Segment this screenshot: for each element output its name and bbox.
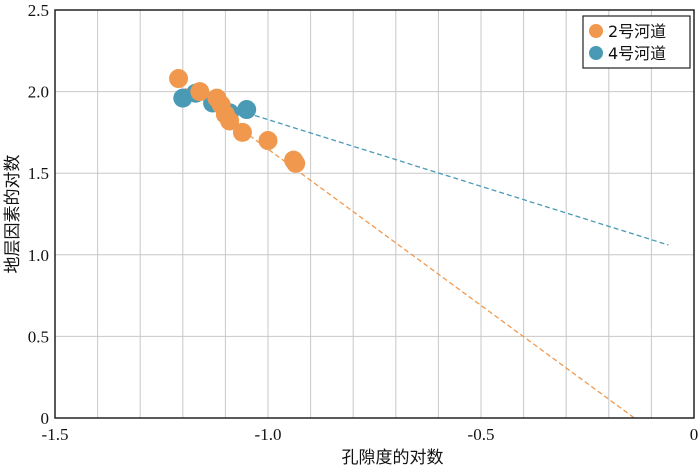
- data-point: [169, 69, 189, 89]
- x-tick-label: -0.5: [468, 425, 495, 444]
- legend-marker: [589, 24, 603, 38]
- legend: 2号河道 4号河道: [582, 15, 691, 69]
- data-point: [190, 82, 210, 102]
- legend-box: [582, 15, 691, 69]
- y-tick-label: 1.5: [28, 164, 49, 183]
- y-tick-label: 2.0: [28, 83, 49, 102]
- data-points: [169, 69, 306, 173]
- data-point: [237, 100, 257, 120]
- y-tick-label: 1.0: [28, 246, 49, 265]
- y-tick-label: 0: [41, 409, 50, 428]
- trendlines: [178, 82, 669, 419]
- trendline: [178, 90, 669, 246]
- legend-marker: [589, 46, 603, 60]
- legend-label: 2号河道: [608, 22, 666, 41]
- grid: [55, 10, 694, 418]
- y-axis-title: 地层因素的对数: [3, 155, 23, 274]
- tick-labels: -1.5 -1.0 -0.5 0 0 0.5 1.0 1.5 2.0 2.5: [28, 1, 699, 444]
- x-tick-label: 0: [690, 425, 699, 444]
- x-tick-label: -1.5: [42, 425, 69, 444]
- data-point: [286, 153, 306, 173]
- data-point: [232, 122, 252, 142]
- data-point: [258, 131, 278, 151]
- plot-frame: [54, 9, 695, 419]
- data-point: [220, 111, 240, 131]
- y-tick-label: 2.5: [28, 1, 49, 20]
- y-tick-label: 0.5: [28, 327, 49, 346]
- x-tick-label: -1.0: [255, 425, 282, 444]
- x-axis-title: 孔隙度的对数: [342, 448, 444, 468]
- trendline: [178, 82, 635, 419]
- legend-label: 4号河道: [608, 44, 666, 63]
